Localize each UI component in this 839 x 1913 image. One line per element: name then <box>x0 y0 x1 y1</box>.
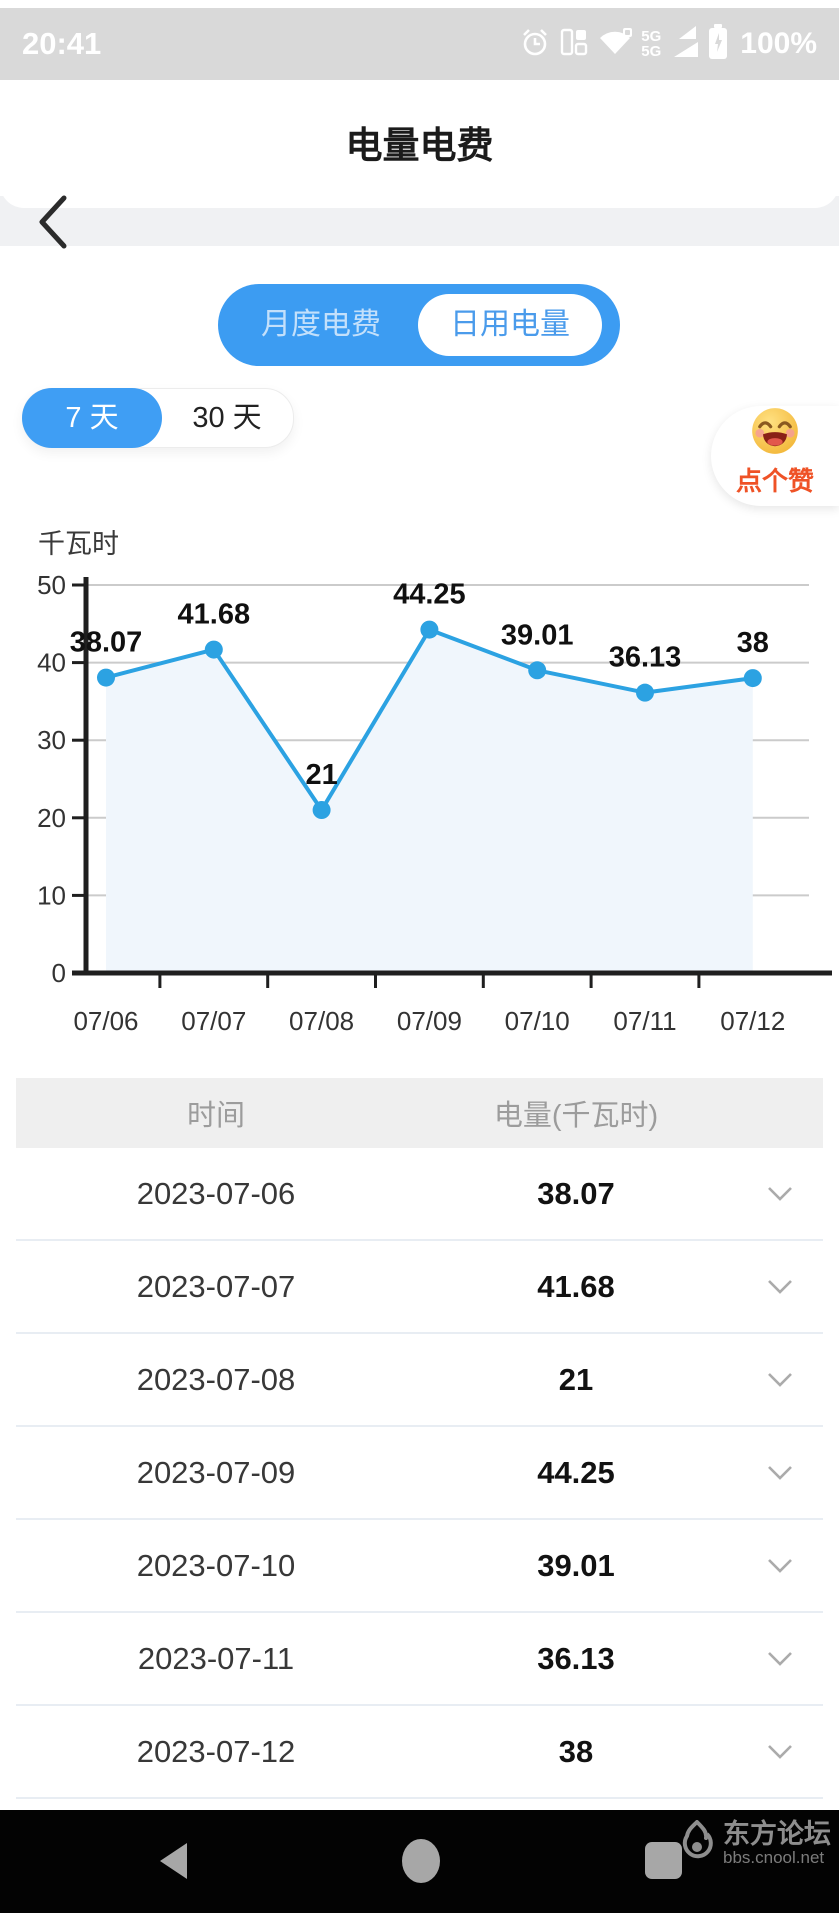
chevron-down-icon[interactable] <box>736 1278 823 1296</box>
forum-watermark: 东方论坛 bbs.cnool.net <box>676 1820 831 1871</box>
row-date: 2023-07-06 <box>136 1175 296 1211</box>
svg-text:07/10: 07/10 <box>505 1006 570 1036</box>
table-row[interactable]: 2023-07-10 39.01 <box>16 1520 823 1613</box>
chevron-down-icon[interactable] <box>736 1557 823 1575</box>
row-date: 2023-07-08 <box>136 1361 296 1397</box>
usage-table-header: 时间 电量(千瓦时) <box>16 1078 823 1148</box>
chevron-down-icon[interactable] <box>736 1743 823 1761</box>
usage-table: 时间 电量(千瓦时) 2023-07-06 38.07 2023-07-07 41.6… <box>16 1078 823 1799</box>
row-value: 44.25 <box>537 1454 615 1490</box>
svg-text:21: 21 <box>305 759 337 791</box>
row-value: 38.07 <box>537 1175 615 1211</box>
svg-text:38: 38 <box>737 627 769 659</box>
app-header: 电量电费 <box>0 80 839 249</box>
row-date: 2023-07-10 <box>136 1547 296 1583</box>
svg-text:07/08: 07/08 <box>289 1006 354 1036</box>
status-icons: 5G 5G 100% <box>520 8 817 80</box>
table-row[interactable]: 2023-07-06 38.07 <box>16 1148 823 1241</box>
svg-text:10: 10 <box>37 880 66 910</box>
svg-text:07/07: 07/07 <box>181 1006 246 1036</box>
chevron-down-icon[interactable] <box>736 1185 823 1203</box>
svg-text:07/06: 07/06 <box>73 1006 138 1036</box>
svg-text:07/12: 07/12 <box>720 1006 785 1036</box>
toggle-monthly-fee[interactable]: 月度电费 <box>261 308 381 341</box>
row-value: 21 <box>558 1361 594 1397</box>
row-value: 36.13 <box>537 1640 615 1676</box>
svg-text:30: 30 <box>37 725 66 755</box>
svg-text:39.01: 39.01 <box>501 619 574 651</box>
range-tabs: 7 天 30 天 <box>22 388 294 448</box>
svg-text:41.68: 41.68 <box>178 599 251 631</box>
alarm-clock-icon <box>520 26 550 63</box>
battery-icon <box>707 23 729 65</box>
chevron-left-icon <box>34 195 70 256</box>
signal-strength-icon <box>670 25 699 63</box>
forum-logo-icon <box>676 1820 718 1871</box>
table-row[interactable]: 2023-07-07 41.68 <box>16 1241 823 1334</box>
row-value: 38 <box>558 1733 594 1769</box>
tab-7-days[interactable]: 7 天 <box>22 388 162 448</box>
nav-home-icon[interactable] <box>402 1839 440 1883</box>
svg-text:36.13: 36.13 <box>609 642 682 674</box>
svg-text:0: 0 <box>52 958 66 988</box>
svg-text:44.25: 44.25 <box>393 579 466 611</box>
row-value: 39.01 <box>537 1547 615 1583</box>
usage-table-body: 2023-07-06 38.07 2023-07-07 41.68 2023-07-08… <box>16 1148 823 1799</box>
wifi-icon <box>598 27 633 61</box>
row-value: 41.68 <box>537 1268 615 1304</box>
table-row[interactable]: 2023-07-12 38 <box>16 1706 823 1799</box>
back-button[interactable] <box>34 192 70 252</box>
row-date: 2023-07-12 <box>136 1733 296 1769</box>
android-nav-bar: 东方论坛 bbs.cnool.net <box>0 1810 839 1913</box>
status-bar: 20:41 5G 5G 100% <box>0 8 839 80</box>
toggle-daily-usage[interactable]: 日用电量 <box>418 294 602 356</box>
svg-text:50: 50 <box>37 570 66 600</box>
svg-text:20: 20 <box>37 803 66 833</box>
page-title: 电量电费 <box>345 125 494 166</box>
row-date: 2023-07-11 <box>137 1640 295 1676</box>
svg-text:07/11: 07/11 <box>613 1006 676 1036</box>
watermark-subtitle: bbs.cnool.net <box>723 1848 825 1867</box>
like-sticker[interactable]: 点个赞 <box>711 406 839 506</box>
like-sticker-label: 点个赞 <box>735 466 814 496</box>
table-row[interactable]: 2023-07-08 21 <box>16 1334 823 1427</box>
status-time: 20:41 <box>22 26 102 61</box>
sim-grid-icon <box>559 26 589 63</box>
nav-back-icon[interactable] <box>160 1843 187 1879</box>
laughing-emoji-icon <box>750 406 800 461</box>
svg-text:38.07: 38.07 <box>70 627 143 659</box>
tab-30-days[interactable]: 30 天 <box>192 402 262 434</box>
table-row[interactable]: 2023-07-09 44.25 <box>16 1427 823 1520</box>
header-time: 时间 <box>186 1100 245 1132</box>
svg-text:40: 40 <box>37 648 66 678</box>
battery-percent: 100% <box>740 27 817 60</box>
watermark-title: 东方论坛 <box>723 1819 831 1849</box>
row-date: 2023-07-07 <box>136 1268 296 1304</box>
nav-recents-icon[interactable] <box>645 1842 682 1879</box>
table-row[interactable]: 2023-07-11 36.13 <box>16 1613 823 1706</box>
chevron-down-icon[interactable] <box>736 1464 823 1482</box>
svg-text:07/09: 07/09 <box>397 1006 462 1036</box>
chevron-down-icon[interactable] <box>736 1371 823 1389</box>
chart-unit-label: 千瓦时 <box>38 529 119 559</box>
dual-sim-5g-label: 5G 5G <box>641 28 662 60</box>
header-usage: 电量(千瓦时) <box>493 1100 659 1132</box>
chevron-down-icon[interactable] <box>736 1650 823 1668</box>
fee-usage-toggle: 月度电费 日用电量 <box>218 284 620 366</box>
row-date: 2023-07-09 <box>136 1454 296 1490</box>
